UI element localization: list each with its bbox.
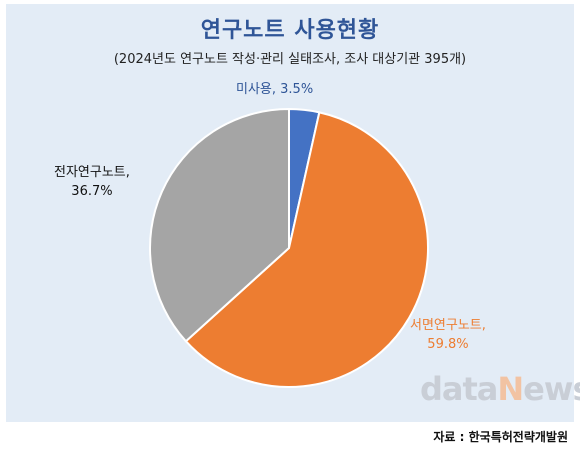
pie-slice-paper [184, 111, 429, 389]
chart-title: 연구노트 사용현황 [200, 18, 380, 43]
slice-label-electronic: 전자연구노트, 36.7% [54, 163, 130, 201]
slice-label-unused-value: 3.5% [280, 82, 314, 97]
slice-label-unused: 미사용, 3.5% [236, 80, 313, 99]
slice-label-paper-value: 59.8% [427, 337, 469, 352]
chart-subtitle: (2024년도 연구노트 작성·관리 실태조사, 조사 대상기관 395개) [113, 52, 467, 67]
pie-slice-electronic [149, 107, 290, 343]
slice-label-electronic-name: 전자연구노트, [54, 165, 130, 180]
slice-label-unused-name: 미사용, [236, 82, 277, 97]
slice-label-electronic-value: 36.7% [71, 184, 113, 199]
slice-label-paper-name: 서면연구노트, [410, 318, 486, 333]
datanews-watermark: dataNews [420, 370, 580, 408]
slice-label-paper: 서면연구노트, 59.8% [410, 316, 486, 354]
source-note: 자료 : 한국특허전략개발원 [433, 430, 568, 444]
